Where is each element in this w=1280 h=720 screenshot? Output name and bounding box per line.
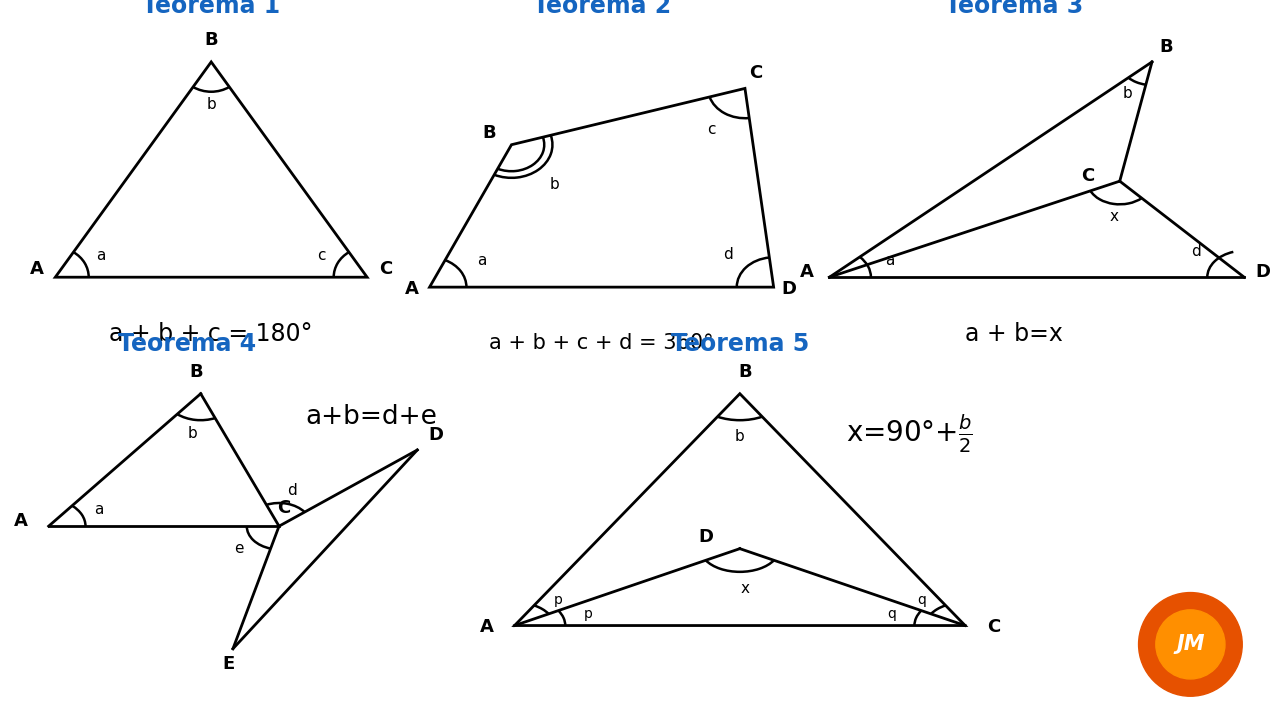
Text: JM: JM [1176,634,1204,654]
Text: E: E [223,654,234,672]
Text: A: A [29,260,44,278]
Text: a + b + c = 180°: a + b + c = 180° [110,322,312,346]
Text: d: d [287,483,297,498]
Text: B: B [483,124,497,142]
Text: a: a [476,253,486,268]
Text: Teorema 2: Teorema 2 [532,0,671,17]
Text: c: c [707,122,716,138]
Text: x=90°+$\frac{b}{2}$: x=90°+$\frac{b}{2}$ [846,412,972,455]
Text: a: a [96,248,106,263]
Text: a: a [93,502,104,517]
Text: Teorema 5: Teorema 5 [671,332,809,356]
Circle shape [1156,610,1225,679]
Circle shape [1139,593,1242,696]
Text: C: C [276,499,291,517]
Text: a: a [884,253,895,268]
Text: A: A [800,264,813,282]
Text: A: A [14,512,28,530]
Text: q: q [887,607,896,621]
Text: q: q [916,593,925,607]
Text: Teorema 1: Teorema 1 [142,0,280,17]
Text: A: A [480,618,493,636]
Text: D: D [782,280,797,298]
Text: B: B [189,363,204,381]
Text: D: D [1256,264,1270,282]
Text: p: p [554,593,563,607]
Text: A: A [404,280,419,298]
Text: b: b [735,429,745,444]
Text: x: x [741,581,750,596]
Text: a+b=d+e: a+b=d+e [305,404,438,430]
Text: x: x [1110,210,1119,225]
Text: B: B [205,32,218,50]
Text: d: d [723,247,732,261]
Text: C: C [749,65,763,83]
Text: b: b [1123,86,1133,102]
Text: a + b=x: a + b=x [965,322,1062,346]
Text: D: D [429,426,443,444]
Text: D: D [699,528,713,546]
Text: C: C [987,618,1000,636]
Text: b: b [206,97,216,112]
Text: B: B [739,363,753,381]
Text: b: b [188,426,197,441]
Text: C: C [1080,167,1094,185]
Text: a + b + c + d = 360°: a + b + c + d = 360° [489,333,714,354]
Text: B: B [1158,38,1172,56]
Text: C: C [379,260,392,278]
Text: Teorema 4: Teorema 4 [118,332,256,356]
Text: e: e [234,541,243,556]
Text: b: b [549,177,559,192]
Text: Teorema 3: Teorema 3 [945,0,1083,17]
Text: p: p [584,607,593,621]
Text: c: c [317,248,325,263]
Text: d: d [1192,244,1201,259]
